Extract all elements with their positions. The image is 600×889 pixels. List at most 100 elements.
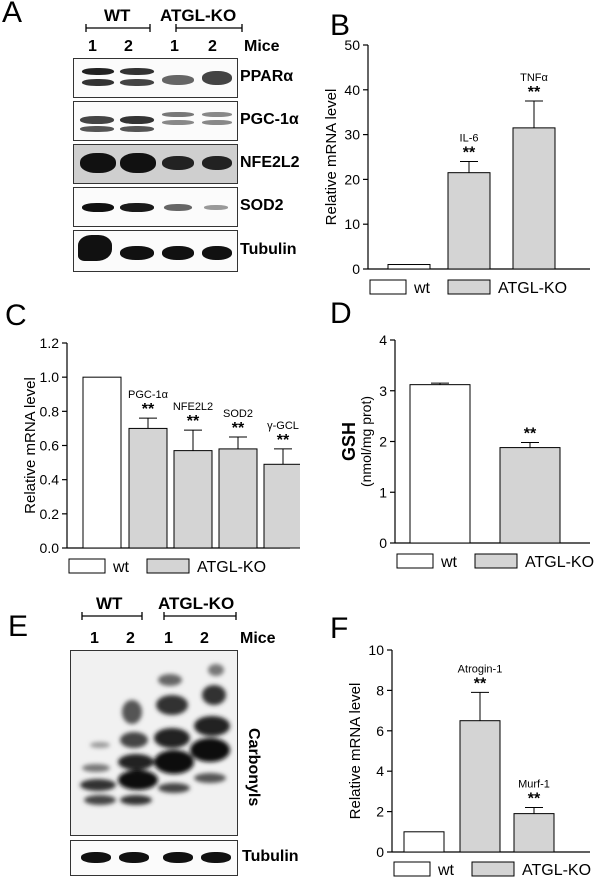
significance-mark: ** — [528, 791, 541, 808]
significance-mark: ** — [474, 675, 487, 692]
legend-label-wt: wt — [413, 280, 431, 297]
bar — [263, 463, 300, 549]
y-tick-label: 0.2 — [40, 506, 60, 522]
carbonyl-blot — [70, 650, 238, 836]
blot-label-ppara: PPARα — [240, 68, 294, 85]
y-tick-label: 0 — [352, 261, 360, 277]
legend-label-ko: ATGL-KO — [197, 559, 266, 576]
legend-label-wt: wt — [437, 862, 455, 879]
significance-mark: ** — [232, 420, 245, 437]
y-axis-subtitle: (nmol/mg prot) — [358, 396, 374, 487]
y-tick-label: 4 — [376, 763, 384, 779]
blot-label-pgc1a: PGC-1α — [240, 111, 299, 128]
bar — [128, 427, 168, 549]
significance-mark: ** — [463, 144, 476, 161]
y-tick-label: 0 — [376, 844, 384, 860]
legend-swatch-wt — [393, 861, 431, 877]
y-tick-label: 0 — [379, 535, 387, 551]
y-tick-label: 1.0 — [40, 369, 60, 385]
bar — [387, 264, 431, 270]
y-tick-label: 20 — [344, 171, 360, 187]
panel-letter: C — [5, 299, 27, 332]
group-label-ko: ATGL-KO — [158, 594, 235, 613]
blot-label-tubulin: Tubulin — [240, 241, 297, 258]
group-label-wt: WT — [104, 6, 131, 25]
lane-label: 2 — [200, 630, 209, 647]
y-tick-label: 3 — [379, 383, 387, 399]
bar — [403, 831, 445, 853]
bar — [512, 127, 556, 270]
group-brackets — [85, 24, 243, 32]
panel-letter: B — [330, 9, 350, 42]
panel-letter: D — [330, 297, 352, 330]
y-tick-label: 40 — [344, 82, 360, 98]
y-tick-label: 50 — [344, 37, 360, 53]
bar — [218, 448, 258, 549]
group-label-ko: ATGL-KO — [160, 6, 237, 25]
y-axis-title: Relative mRNA level — [347, 683, 364, 820]
y-tick-label: 0.0 — [40, 540, 60, 556]
significance-mark: ** — [524, 426, 537, 443]
legend-label-wt: wt — [440, 554, 458, 571]
legend-label-wt: wt — [112, 559, 130, 576]
bar-label: PGC-1α — [128, 389, 169, 401]
bar-label: SOD2 — [223, 408, 253, 420]
legend-swatch-wt — [369, 279, 407, 295]
bar-label: Atrogin-1 — [458, 663, 503, 675]
blot-tubulin-e — [70, 840, 238, 876]
significance-mark: ** — [277, 432, 290, 449]
blot-nfe2l2 — [73, 144, 238, 184]
legend-label-ko: ATGL-KO — [525, 554, 594, 571]
bar-label: NFE2L2 — [173, 401, 213, 413]
bar-label: IL-6 — [460, 132, 479, 144]
lane-label: 1 — [170, 38, 179, 55]
y-tick-label: 30 — [344, 127, 360, 143]
carbonyls-label: Carbonyls — [245, 728, 262, 807]
blot-tubulin — [73, 230, 238, 272]
y-axis-title: Relative mRNA level — [22, 377, 39, 514]
y-tick-label: 10 — [344, 216, 360, 232]
significance-mark: ** — [528, 84, 541, 101]
legend-label-ko: ATGL-KO — [498, 280, 567, 297]
panel-letter-a: A — [2, 0, 23, 29]
significance-mark: ** — [142, 401, 155, 418]
chart-panel-c: C 0.0 0.2 0.4 0.6 0.8 1.0 1.2 Relative mRNA leve… — [5, 299, 300, 576]
y-tick-label: 1 — [379, 484, 387, 500]
bar — [499, 447, 561, 544]
blot-label-nfe2l2: NFE2L2 — [240, 154, 300, 171]
blot-label-tubulin-e: Tubulin — [242, 848, 299, 865]
lane-label: 1 — [88, 38, 97, 55]
lane-label: 1 — [164, 630, 173, 647]
blot-label-sod2: SOD2 — [240, 197, 284, 214]
y-tick-label: 6 — [376, 723, 384, 739]
bar — [513, 813, 555, 853]
legend-swatch-ko — [447, 279, 491, 295]
mice-label: Mice — [244, 38, 280, 55]
lane-label: 2 — [208, 38, 217, 55]
y-tick-label: 1.2 — [40, 335, 60, 351]
group-brackets — [81, 612, 237, 620]
bar — [173, 450, 213, 549]
y-tick-label: 8 — [376, 682, 384, 698]
legend-swatch-ko — [471, 861, 515, 877]
group-label-wt: WT — [96, 594, 123, 613]
y-tick-label: 2 — [376, 804, 384, 820]
y-tick-label: 0.4 — [40, 472, 60, 488]
blot-pgc1a — [73, 101, 238, 141]
y-tick-label: 4 — [379, 332, 387, 348]
bar-label: Murf-1 — [518, 779, 550, 791]
legend-swatch-ko — [146, 558, 190, 574]
chart-panel-d: D 0 1 2 3 4 GSH (nmol/mg prot) ** wt ATGL-KO — [330, 297, 594, 571]
legend-swatch-wt — [68, 558, 106, 574]
bar — [409, 384, 471, 544]
blot-sod2 — [73, 187, 238, 227]
panel-letter: F — [330, 612, 348, 645]
y-tick-label: 2 — [379, 434, 387, 450]
bar — [447, 172, 491, 270]
legend-swatch-wt — [396, 553, 434, 569]
bar — [82, 376, 122, 549]
y-axis-title: GSH — [339, 422, 359, 461]
significance-mark: ** — [187, 413, 200, 430]
